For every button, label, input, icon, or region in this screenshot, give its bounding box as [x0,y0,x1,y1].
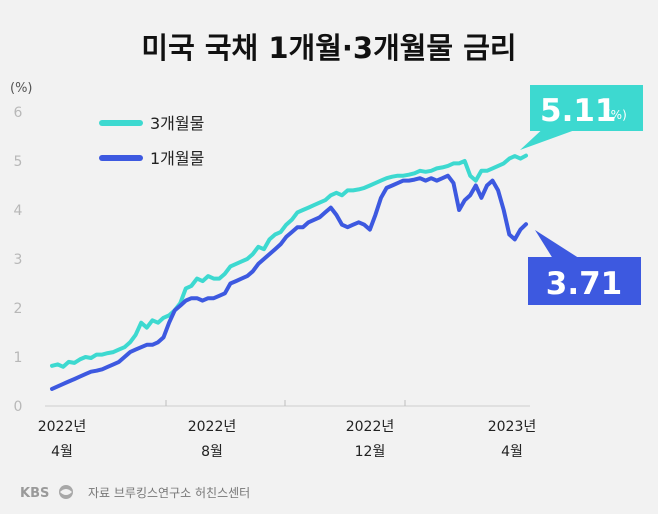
callout-1month-value: 3.71 [546,266,623,302]
callout-3month: 5.11 (%) [520,85,643,150]
y-tick-label: 0 [14,399,23,415]
chart-title: 미국 국채 1개월·3개월물 금리 [141,31,516,65]
x-tick-year: 2022년 [346,419,395,435]
callout-3month-unit: (%) [606,108,627,122]
y-tick-label: 5 [14,154,23,170]
legend-label-3month: 3개월물 [150,114,204,133]
y-axis-ticks: 0 1 2 3 4 5 6 [14,105,23,415]
y-tick-label: 1 [14,350,23,366]
callout-3month-value: 5.11 [540,93,617,129]
series-lines [50,153,528,391]
y-tick-label: 3 [14,252,23,268]
x-tick-month: 12월 [355,444,386,460]
source-text: 자료 브루킹스연구소 허친스센터 [88,486,250,500]
callout-1month-box [528,257,641,305]
x-tick-year: 2022년 [38,419,87,435]
series-line-1month [50,173,528,391]
x-tick-year: 2022년 [188,419,237,435]
x-axis-ticks: 2022년 4월 2022년 8월 2022년 12월 2023년 4월 [38,400,537,460]
footer: KBS 자료 브루킹스연구소 허친스센터 [20,485,250,501]
x-tick-month: 4월 [51,444,73,460]
callout-3month-box [530,85,643,131]
x-tick-year: 2023년 [488,419,537,435]
series-line-3month [50,153,528,369]
y-tick-label: 4 [14,203,23,219]
x-tick-month: 8월 [201,444,223,460]
y-tick-label: 2 [14,301,23,317]
legend: 3개월물 1개월물 [99,114,204,168]
x-tick-month: 4월 [501,444,523,460]
y-unit-label: (%) [10,81,33,96]
kbs-logo-text: KBS [20,486,49,501]
y-tick-label: 6 [14,105,23,121]
legend-label-1month: 1개월물 [150,149,204,168]
kbs-logo-icon-mark [60,489,72,495]
callout-1month-pointer [535,230,585,262]
callout-1month: 3.71 [528,230,641,305]
